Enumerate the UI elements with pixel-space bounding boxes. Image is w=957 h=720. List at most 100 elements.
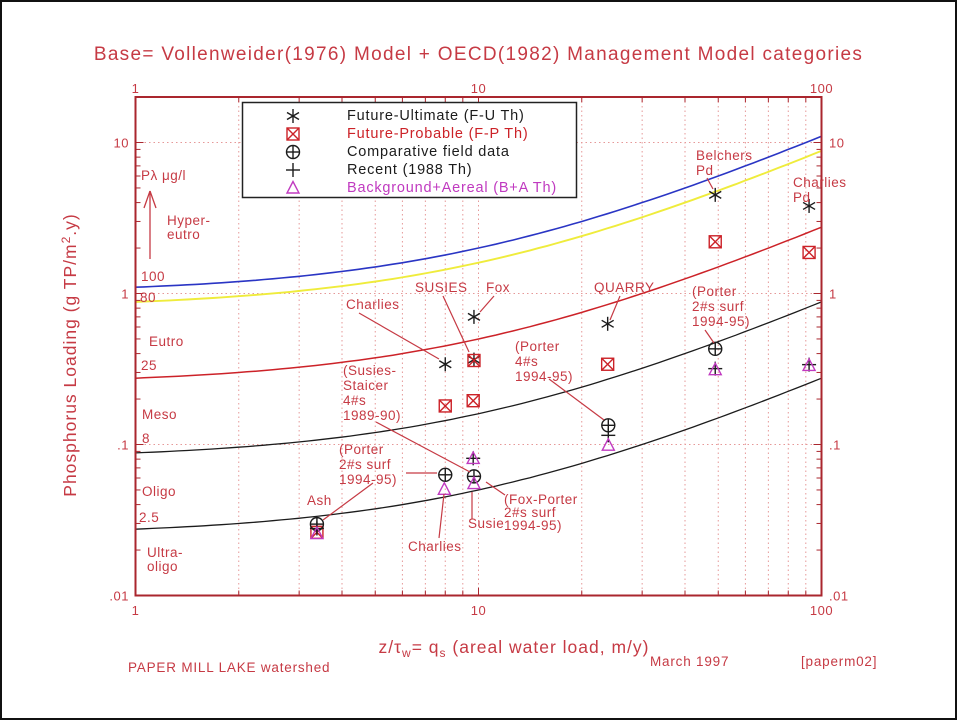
asterisk-marker <box>467 312 481 321</box>
annotation-porter-2s-low: (Porter 2#s surf 1994-95) <box>339 442 397 487</box>
callout-line <box>706 177 714 190</box>
callout-line <box>548 378 605 421</box>
triangle-marker <box>466 450 481 465</box>
annotation-oligo: Oligo <box>142 484 176 499</box>
annotation-conc-2-5: 2.5 <box>139 510 159 525</box>
boxed-x-marker <box>802 245 816 260</box>
annotation-fox-porter: (Fox-Porter 2#s surf 1994-95) <box>504 492 578 533</box>
annotation-fox: Fox <box>486 280 510 295</box>
callout-line <box>322 482 374 521</box>
annotation-porter-4s: (Porter 4#s 1994-95) <box>515 339 573 384</box>
date-caption: March 1997 <box>650 654 730 669</box>
x-tick-label-bottom: 1 <box>132 603 140 618</box>
up-arrow <box>143 190 151 209</box>
trophic-curve <box>135 150 822 303</box>
legend-label: Background+Aereal (B+A Th) <box>347 180 557 196</box>
y-tick-label-left: 1 <box>121 287 129 302</box>
triangle-marker <box>601 437 616 451</box>
annotation-charlies-upper: Charlies <box>346 297 400 312</box>
boxed-x-marker <box>467 353 481 368</box>
trophic-curve <box>135 135 822 288</box>
y-tick-label-left: 10 <box>114 136 129 151</box>
boxed-x-marker <box>708 235 722 249</box>
x-tick-label-top: 100 <box>810 81 833 96</box>
callout-line <box>479 295 495 313</box>
legend-label: Future-Ultimate (F-U Th) <box>347 108 525 124</box>
callout-line <box>442 295 470 353</box>
y-tick-label-right: 1 <box>829 287 837 302</box>
boxed-x-marker <box>438 399 452 413</box>
x-tick-label-bottom: 100 <box>810 603 833 618</box>
trophic-curve <box>135 226 822 379</box>
y-tick-label-left: .01 <box>109 589 129 604</box>
annotation-charlies-lower: Charlies <box>408 539 462 554</box>
annotation-susies: SUSIES <box>415 280 468 295</box>
triangle-marker <box>437 481 452 496</box>
annotation-conc-80: 80 <box>140 290 156 305</box>
watershed-caption: PAPER MILL LAKE watershed <box>128 660 331 675</box>
y-tick-label-right: .1 <box>829 438 841 453</box>
callout-line <box>485 481 506 496</box>
x-tick-label-bottom: 10 <box>471 603 486 618</box>
series-asterisk <box>438 187 816 372</box>
triangle-marker <box>708 361 723 376</box>
boxed-x-marker <box>286 127 300 141</box>
callout-line <box>609 295 621 321</box>
x-axis-label: z/τw= qs (areal water load, m/y) <box>379 637 650 660</box>
x-tick-label-top: 10 <box>471 81 486 96</box>
annotation-ash: Ash <box>307 493 332 508</box>
annotation-quarry: QUARRY <box>594 280 655 295</box>
boxed-x-marker <box>708 235 722 249</box>
y-tick-label-left: .1 <box>117 438 129 453</box>
annotation-porter-2s-up: (Porter 2#s surf 1994-95) <box>692 284 750 329</box>
boxed-x-marker <box>802 245 816 259</box>
series-circled-plus <box>309 341 723 532</box>
triangle-marker <box>285 179 301 194</box>
triangle-marker <box>309 525 325 540</box>
boxed-x-marker <box>286 127 300 141</box>
asterisk-marker <box>802 201 816 211</box>
annotation-conc-8: 8 <box>142 431 150 446</box>
annotation-susies-staicer: (Susies-Staicer 4#s 1989-90) <box>343 363 401 423</box>
legend-label: Future-Probable (F-P Th) <box>347 126 528 142</box>
annotation-charlies-pd: Charlies Pd <box>793 175 847 205</box>
annotation-p-lambda: Pλ μg/l <box>141 168 186 183</box>
boxed-x-marker <box>601 357 615 371</box>
boxed-x-marker <box>466 394 480 408</box>
x-tick-label-top: 1 <box>132 81 140 96</box>
y-axis-label: Phosphorus Loading (g TP/m2.y) <box>59 213 80 496</box>
series-triangle <box>309 357 817 540</box>
asterisk-marker <box>708 190 722 199</box>
asterisk-marker <box>601 319 615 328</box>
callout-line <box>704 329 715 344</box>
plot-id-caption: [paperm02] <box>801 654 878 669</box>
asterisk-marker <box>286 111 300 121</box>
annotation-conc-25: 25 <box>141 358 157 373</box>
callout-line <box>438 493 445 539</box>
triangle-marker <box>466 475 482 490</box>
boxed-x-marker <box>466 394 480 408</box>
boxed-x-marker <box>600 357 615 371</box>
boxed-x-marker <box>438 399 452 413</box>
series-boxed-x <box>310 235 816 540</box>
asterisk-marker <box>438 360 452 369</box>
legend-label: Recent (1988 Th) <box>347 162 472 178</box>
annotation-belchers-pd: Belchers Pd <box>696 148 753 178</box>
callout-line <box>358 312 440 360</box>
trophic-curve <box>135 301 822 454</box>
callout-line <box>375 421 471 473</box>
boxed-x-marker <box>467 354 481 367</box>
annotation-susie: Susie <box>468 516 504 531</box>
annotation-conc-100: 100 <box>141 269 165 284</box>
y-tick-label-right: .01 <box>829 589 849 604</box>
legend-label: Comparative field data <box>347 144 510 160</box>
y-tick-label-right: 10 <box>829 136 844 151</box>
annotation-meso: Meso <box>142 407 177 422</box>
up-arrow <box>149 190 157 209</box>
annotation-eutro: Eutro <box>149 334 184 349</box>
chart-title: Base= Vollenweider(1976) Model + OECD(19… <box>93 44 864 65</box>
triangle-marker <box>801 357 817 372</box>
annotation-hyper-eutro: Hyper-eutro <box>167 213 211 242</box>
